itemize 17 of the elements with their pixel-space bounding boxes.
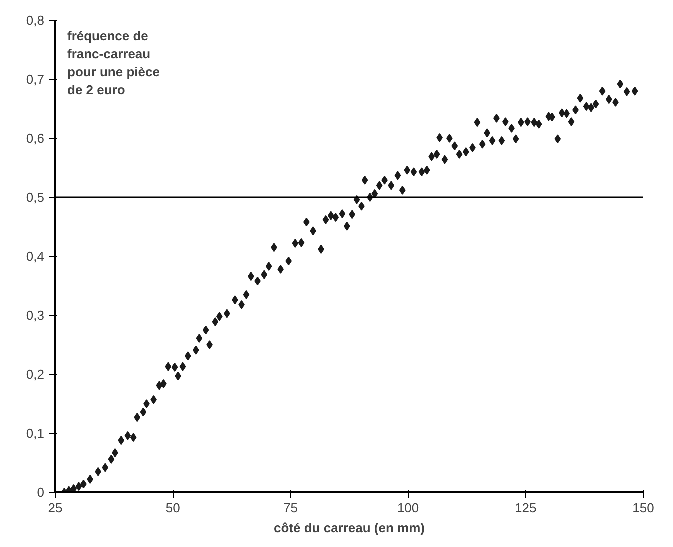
y-tick-label: 0,1: [26, 426, 45, 441]
x-tick-label: 125: [515, 500, 537, 516]
y-axis-title: fréquence de franc-carreau pour une pièce de 2 euro: [68, 28, 160, 98]
y-tick-label: 0,7: [26, 72, 45, 87]
y-tick-label: 0,8: [26, 13, 45, 28]
x-tick-label: 75: [283, 500, 298, 516]
y-tick-label: 0,6: [26, 131, 45, 146]
x-tick-label: 25: [48, 500, 63, 516]
x-tick-label: 150: [632, 500, 654, 516]
y-tick-label: 0,4: [26, 249, 45, 264]
x-tick-label: 50: [166, 500, 180, 516]
y-tick-label: 0: [37, 485, 45, 500]
x-axis-title: côté du carreau (en mm): [274, 520, 426, 536]
x-tick-label: 100: [397, 500, 420, 516]
y-tick-label: 0,5: [26, 190, 45, 205]
y-tick-label: 0,2: [26, 367, 45, 382]
y-tick-label: 0,3: [26, 308, 45, 323]
